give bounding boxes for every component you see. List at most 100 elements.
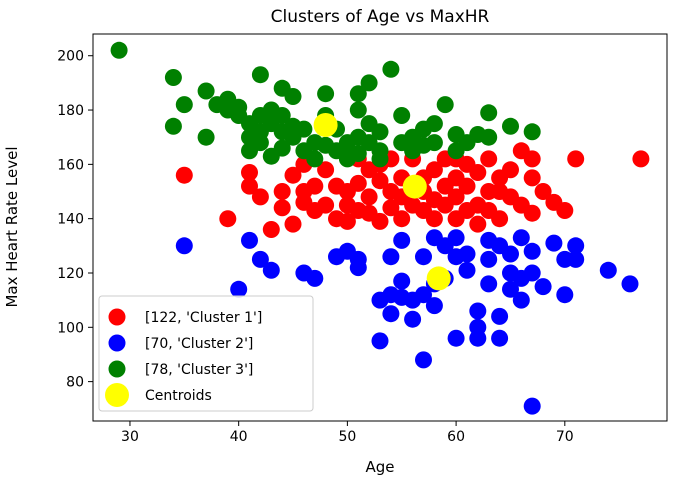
- x-axis: 30 40 50 60 70: [121, 421, 574, 445]
- legend-marker: [108, 360, 126, 378]
- cluster-1-point: [284, 166, 302, 184]
- centroid-point: [402, 174, 427, 199]
- cluster-2-point: [523, 242, 541, 260]
- cluster-2-point: [534, 278, 552, 296]
- cluster-2-point: [480, 275, 498, 293]
- cluster-3-point: [371, 123, 389, 141]
- cluster-1-point: [502, 161, 519, 179]
- cluster-2-point: [262, 261, 280, 279]
- cluster-3-point: [338, 150, 356, 168]
- cluster-1-point: [632, 150, 650, 168]
- plot-frame: [92, 33, 668, 422]
- cluster-2-point: [480, 250, 498, 268]
- cluster-3-point: [523, 123, 541, 141]
- cluster-2-point: [175, 237, 193, 255]
- cluster-2-point: [523, 397, 541, 415]
- cluster-1-point: [371, 212, 389, 230]
- centroid-point: [426, 266, 451, 291]
- cluster-2-point: [393, 272, 411, 290]
- cluster-3-point: [175, 96, 193, 114]
- cluster-3-point: [295, 120, 313, 138]
- cluster-3-point: [393, 107, 411, 124]
- x-tick-label: 60: [447, 429, 465, 445]
- centroid-point: [313, 113, 338, 137]
- legend-marker: [108, 308, 126, 326]
- cluster-2-point: [567, 250, 585, 268]
- cluster-3-point: [164, 69, 182, 86]
- cluster-2-point: [415, 286, 432, 304]
- cluster-2-point: [371, 332, 389, 350]
- cluster-1-point: [273, 199, 291, 217]
- legend-marker: [105, 383, 129, 407]
- x-tick-label: 30: [121, 429, 139, 445]
- cluster-3-point: [284, 88, 302, 105]
- y-tick-label: 100: [57, 320, 84, 336]
- legend: [122, 'Cluster 1'] [70, 'Cluster 2'] [78, …: [98, 295, 314, 412]
- cluster-2-point: [512, 291, 530, 309]
- cluster-2-point: [469, 302, 487, 320]
- legend-box: [98, 295, 314, 412]
- cluster-2-point: [502, 245, 519, 263]
- cluster-1-point: [338, 212, 356, 230]
- cluster-2-point: [621, 275, 639, 293]
- cluster-3-point: [371, 150, 389, 168]
- cluster-2-point: [556, 286, 574, 304]
- cluster-1-point: [425, 210, 443, 228]
- cluster-2-point: [545, 234, 563, 252]
- y-tick-label: 140: [57, 212, 84, 228]
- cluster-2-point: [404, 310, 422, 328]
- y-tick-label: 200: [57, 49, 84, 65]
- x-axis-label: Age: [365, 458, 394, 476]
- cluster-1-point: [251, 188, 269, 206]
- chart-marks: [110, 41, 650, 415]
- cluster-1-point: [523, 169, 541, 187]
- x-tick-label: 40: [230, 429, 248, 445]
- cluster-1-point: [306, 177, 324, 195]
- cluster-1-point: [523, 150, 541, 168]
- x-tick-label: 50: [338, 429, 356, 445]
- cluster-3-point: [382, 60, 400, 78]
- legend-marker: [108, 334, 126, 352]
- cluster-2-point: [447, 329, 465, 347]
- cluster-3-point: [164, 117, 182, 135]
- legend-entry-label: [70, 'Cluster 2']: [145, 336, 253, 352]
- cluster-1-point: [262, 221, 280, 238]
- cluster-3-point: [425, 115, 443, 133]
- cluster-3-point: [197, 82, 215, 100]
- cluster-2-point: [241, 231, 258, 249]
- cluster-3-point: [197, 128, 215, 146]
- cluster-3-point: [110, 41, 128, 59]
- cluster-1-point: [469, 215, 487, 233]
- cluster-1-point: [534, 183, 552, 200]
- cluster-1-point: [175, 166, 193, 184]
- cluster-3-point: [317, 85, 335, 103]
- legend-entry-label: Centroids: [145, 388, 212, 404]
- cluster-1-point: [567, 150, 585, 168]
- cluster-3-point: [436, 96, 454, 114]
- cluster-1-point: [425, 161, 443, 179]
- x-tick-label: 70: [556, 429, 574, 445]
- cluster-1-point: [317, 196, 335, 214]
- cluster-1-point: [284, 215, 302, 233]
- cluster-1-point: [317, 161, 335, 179]
- cluster-1-point: [371, 172, 389, 190]
- cluster-2-point: [415, 248, 432, 266]
- cluster-2-point: [458, 245, 476, 263]
- cluster-1-point: [491, 210, 509, 228]
- cluster-2-point: [491, 329, 509, 347]
- cluster-3-point: [273, 107, 291, 124]
- cluster-1-point: [360, 188, 378, 206]
- cluster-3-point: [273, 139, 291, 157]
- cluster-1-point: [523, 204, 541, 222]
- cluster-1-point: [349, 174, 367, 192]
- cluster-2-point: [251, 250, 269, 268]
- cluster-1-point: [491, 183, 509, 200]
- cluster-2-point: [382, 305, 400, 323]
- cluster-1-point: [219, 210, 237, 228]
- cluster-2-point: [393, 231, 411, 249]
- cluster-2-point: [512, 229, 530, 247]
- cluster-3-point: [349, 101, 367, 119]
- cluster-3-point: [360, 74, 378, 92]
- cluster-1-point: [458, 177, 476, 195]
